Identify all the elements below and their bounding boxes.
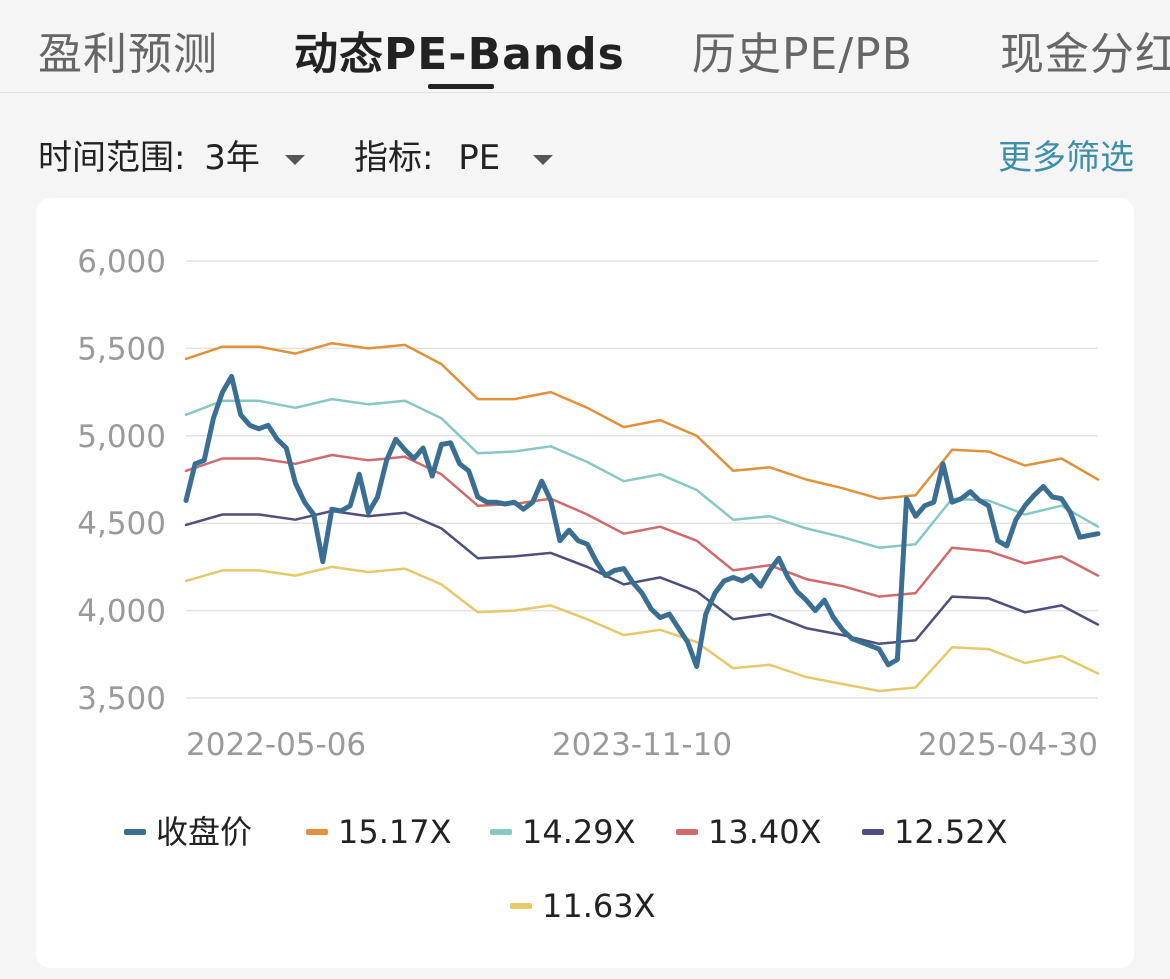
indicator-dropdown[interactable]: 指标: PE bbox=[354, 130, 554, 179]
legend-marker bbox=[124, 829, 146, 835]
y-tick-label: 6,000 bbox=[77, 244, 166, 280]
x-tick-label: 2022-05-06 bbox=[186, 727, 366, 763]
tab-profit-forecast[interactable]: 盈利预测 bbox=[38, 29, 218, 80]
tab-history-pe-pb[interactable]: 历史PE/PB bbox=[692, 29, 913, 80]
tab-cash-dividend[interactable]: 现金分红 bbox=[1000, 29, 1170, 80]
legend-marker bbox=[676, 829, 698, 835]
series-line-b1340 bbox=[184, 453, 1100, 598]
legend-label[interactable]: 收盘价 bbox=[156, 813, 252, 851]
legend-label[interactable]: 15.17X bbox=[338, 813, 452, 851]
series-line-b1429 bbox=[184, 397, 1100, 549]
time-range-value: 3年 bbox=[204, 138, 260, 178]
legend-label[interactable]: 13.40X bbox=[708, 813, 822, 851]
time-range-dropdown[interactable]: 时间范围: 3年 bbox=[38, 130, 305, 179]
chart-card: 3,500 4,000 4,500 5,000 5,500 6,000 2022-05-0… bbox=[36, 198, 1134, 968]
tab-bar: 盈利预测 动态PE-Bands 历史PE/PB 现金分红 bbox=[0, 0, 1170, 93]
y-tick-label: 4,500 bbox=[77, 506, 166, 542]
legend-label[interactable]: 12.52X bbox=[894, 813, 1008, 851]
series-line-b1517 bbox=[184, 341, 1100, 500]
legend-label[interactable]: 11.63X bbox=[542, 887, 656, 925]
y-tick-label: 3,500 bbox=[77, 681, 166, 717]
legend-label[interactable]: 14.29X bbox=[522, 813, 636, 851]
tab-dynamic-pe-bands[interactable]: 动态PE-Bands bbox=[294, 29, 625, 80]
x-tick-label: 2025-04-30 bbox=[918, 727, 1098, 763]
y-axis-ticks: 3,500 4,000 4,500 5,000 5,500 6,000 bbox=[77, 244, 166, 717]
series-line-close bbox=[183, 373, 1101, 669]
legend-marker bbox=[490, 829, 512, 835]
active-tab-indicator bbox=[428, 84, 494, 89]
more-filters-link[interactable]: 更多筛选 bbox=[998, 138, 1134, 178]
y-tick-label: 4,000 bbox=[77, 594, 166, 630]
legend-marker bbox=[862, 829, 884, 835]
dropdown-arrow-icon bbox=[284, 154, 305, 165]
indicator-value: PE bbox=[458, 138, 501, 178]
filter-bar: 时间范围: 3年 指标: PE 更多筛选 bbox=[0, 92, 1170, 197]
series-layer bbox=[183, 341, 1101, 693]
pe-bands-chart: 3,500 4,000 4,500 5,000 5,500 6,000 2022-05-0… bbox=[77, 244, 1101, 925]
legend-marker bbox=[306, 829, 328, 835]
legend: 收盘价 15.17X 14.29X 13.40X 12.52X 11.63X bbox=[124, 813, 1008, 925]
x-tick-label: 2023-11-10 bbox=[552, 727, 732, 763]
dropdown-arrow-icon bbox=[533, 154, 554, 165]
grid-layer bbox=[186, 260, 1098, 699]
legend-marker bbox=[510, 903, 532, 909]
x-axis-ticks: 2022-05-06 2023-11-10 2025-04-30 bbox=[186, 727, 1098, 763]
series-line-b1163 bbox=[184, 565, 1100, 693]
y-tick-label: 5,000 bbox=[77, 419, 166, 455]
time-range-label: 时间范围: bbox=[38, 138, 186, 178]
y-tick-label: 5,500 bbox=[77, 331, 166, 367]
indicator-label: 指标: bbox=[354, 138, 434, 178]
